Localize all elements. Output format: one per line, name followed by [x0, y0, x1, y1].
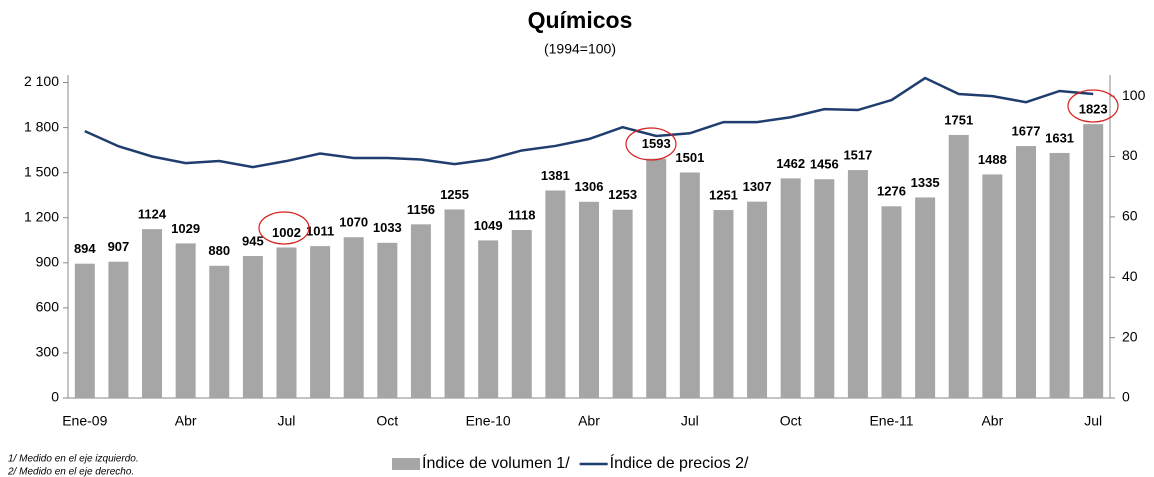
bar	[881, 206, 902, 398]
chart-title: Químicos	[528, 7, 633, 33]
value-label: 1517	[843, 148, 872, 163]
y-tick-label: 1 800	[24, 118, 59, 134]
value-label: 1118	[508, 207, 536, 222]
y-tick-label: 1 200	[24, 208, 59, 224]
value-label: 1124	[138, 207, 167, 222]
bar	[444, 209, 465, 398]
value-label: 1501	[675, 150, 704, 165]
bar	[679, 172, 700, 398]
value-label: 1751	[944, 112, 973, 127]
bar	[478, 240, 499, 398]
bar	[579, 201, 599, 398]
x-tick-label: Abr	[578, 413, 600, 429]
x-tick-label: Oct	[376, 413, 398, 429]
bar	[915, 197, 936, 398]
y2-tick-label: 0	[1122, 389, 1130, 405]
y2-tick-label: 40	[1122, 268, 1138, 284]
bar	[142, 229, 163, 398]
bar	[814, 179, 835, 398]
bar	[175, 243, 196, 398]
footnote: 2/ Medido en el eje derecho.	[7, 467, 134, 477]
y2-tick-label: 20	[1122, 328, 1138, 344]
value-label: 894	[74, 241, 96, 256]
bar	[377, 242, 398, 398]
value-label: 1335	[911, 175, 940, 190]
value-label: 1253	[608, 187, 637, 202]
value-label: 1070	[339, 215, 368, 230]
value-label: 1029	[171, 221, 200, 236]
bar	[1049, 152, 1070, 398]
line	[84, 76, 1094, 169]
bar	[511, 230, 532, 398]
value-label: 1462	[776, 156, 805, 171]
highlight	[1067, 89, 1119, 123]
value-label: 1631	[1045, 130, 1074, 145]
value-label: 1677	[1012, 123, 1041, 138]
bar	[982, 174, 1003, 398]
value-label: 1011	[306, 224, 334, 239]
highlight	[625, 127, 677, 161]
value-label: 1033	[373, 220, 402, 235]
x-tick-label: Oct	[780, 413, 802, 429]
bar	[1015, 146, 1036, 398]
value-label: 1823	[1079, 102, 1108, 117]
y-tick-label: 300	[36, 344, 60, 360]
value-label: 1251	[709, 187, 738, 202]
y-tick-label: 900	[36, 253, 60, 269]
bar	[646, 158, 667, 398]
bar	[545, 190, 566, 398]
y2-tick-label: 100	[1122, 87, 1146, 103]
bar	[343, 237, 364, 398]
x-tick-label: Abr	[175, 413, 197, 429]
y-tick-label: 0	[51, 389, 59, 405]
value-label: 1593	[642, 136, 671, 151]
footnote: 1/ Medido en el eje izquierdo.	[8, 454, 139, 465]
value-label: 907	[108, 239, 130, 254]
bar	[1083, 124, 1104, 399]
bar	[948, 134, 969, 398]
bar	[612, 209, 633, 398]
value-label: 1381	[541, 168, 570, 183]
y-tick-label: 600	[36, 299, 60, 315]
y2-tick-label: 60	[1122, 208, 1138, 224]
x-tick-label: Ene-09	[62, 413, 107, 429]
value-label: 1255	[440, 187, 469, 202]
bar	[410, 224, 431, 398]
value-label: 1049	[474, 218, 503, 233]
bar	[847, 170, 868, 398]
legend-swatch	[392, 458, 420, 470]
x-tick-label: Jul	[278, 413, 296, 429]
y-tick-label: 2 100	[24, 73, 59, 89]
bar	[74, 263, 95, 398]
bar	[310, 246, 331, 398]
bar	[780, 178, 801, 398]
bar	[713, 210, 734, 398]
y2-tick-label: 80	[1122, 147, 1138, 163]
highlight	[258, 211, 310, 245]
value-label: 1002	[272, 225, 301, 240]
chart-subtitle: (1994=100)	[544, 41, 616, 57]
legend-label: Índice de volumen 1/	[422, 453, 570, 472]
bar	[276, 247, 297, 398]
x-tick-label: Jul	[681, 413, 699, 429]
x-tick-label: Ene-10	[466, 413, 511, 429]
value-label: 1307	[743, 179, 772, 194]
value-label: 1276	[877, 184, 906, 199]
value-label: 1306	[575, 179, 604, 194]
bar	[108, 261, 129, 398]
legend-label: Índice de precios 2/	[610, 453, 749, 472]
bar	[747, 201, 768, 398]
value-label: 880	[208, 243, 230, 258]
y-tick-label: 1 500	[24, 163, 59, 179]
bar	[209, 265, 230, 398]
value-label: 1488	[978, 152, 1007, 167]
x-tick-label: Ene-11	[869, 413, 913, 429]
value-label: 1456	[810, 157, 839, 172]
x-tick-label: Abr	[981, 413, 1003, 429]
value-label: 945	[242, 233, 264, 248]
x-tick-label: Jul	[1084, 413, 1102, 429]
bar	[242, 256, 263, 398]
value-label: 1156	[407, 202, 435, 217]
